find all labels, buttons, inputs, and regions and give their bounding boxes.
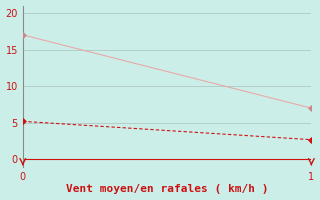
- X-axis label: Vent moyen/en rafales ( km/h ): Vent moyen/en rafales ( km/h ): [66, 184, 268, 194]
